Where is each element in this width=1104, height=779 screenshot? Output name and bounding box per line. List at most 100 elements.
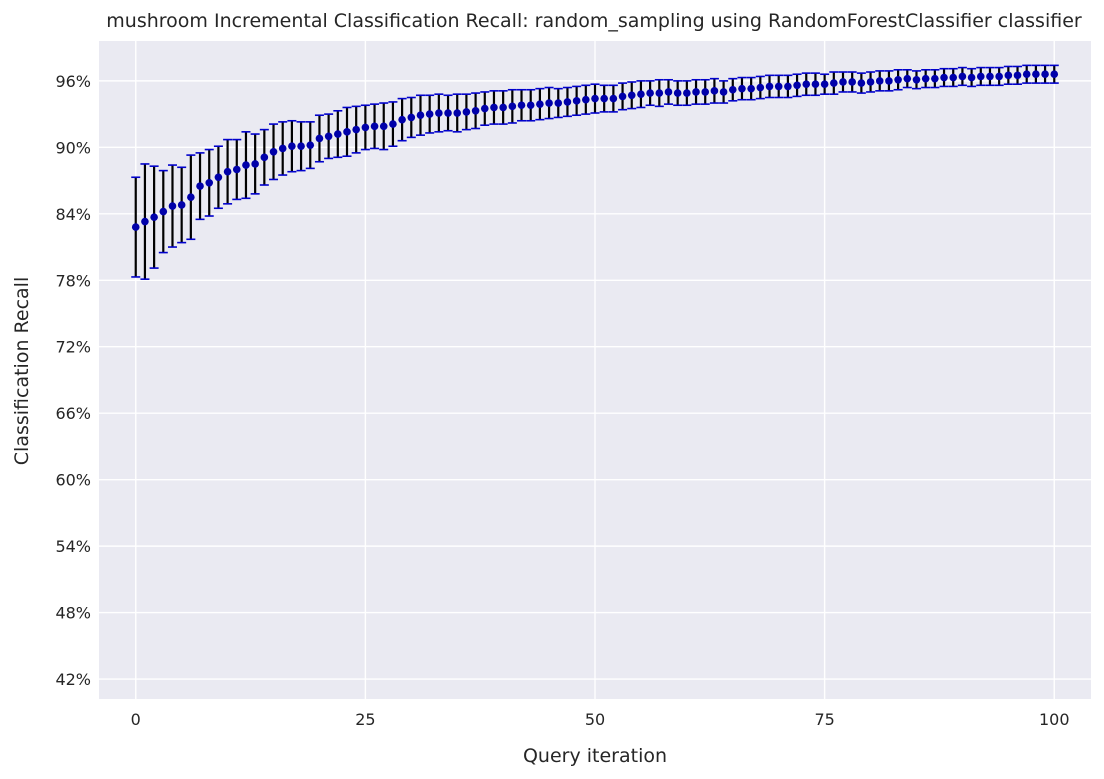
data-point xyxy=(168,202,177,210)
data-point xyxy=(508,102,517,111)
data-point xyxy=(214,173,223,182)
data-point xyxy=(701,88,710,96)
data-point xyxy=(765,82,774,91)
data-point xyxy=(490,103,498,112)
data-point xyxy=(480,104,489,113)
data-point xyxy=(425,110,434,118)
data-point xyxy=(618,92,627,101)
data-point xyxy=(407,113,416,122)
data-point xyxy=(462,108,471,116)
data-point xyxy=(1041,70,1049,79)
data-point xyxy=(967,73,976,82)
data-point xyxy=(205,178,214,187)
data-point xyxy=(297,142,305,151)
data-point xyxy=(379,122,388,131)
y-axis-ticks: 42% 48% 54% 60% 66% 72% 78% 84% 90% 96% xyxy=(55,72,91,689)
data-point xyxy=(563,98,572,106)
data-point xyxy=(572,97,581,105)
data-point xyxy=(1022,70,1031,79)
data-point xyxy=(591,94,599,103)
data-point xyxy=(435,109,443,117)
data-point xyxy=(885,77,893,85)
data-point xyxy=(738,84,746,93)
data-point xyxy=(444,109,452,117)
data-point xyxy=(582,95,590,104)
x-axis-ticks: 0 25 50 75 100 xyxy=(131,710,1070,729)
data-point xyxy=(554,99,563,107)
data-point xyxy=(150,213,158,221)
data-point xyxy=(728,85,737,94)
x-tick-label: 75 xyxy=(814,710,834,729)
data-point xyxy=(692,88,700,96)
data-point xyxy=(894,75,902,84)
data-point xyxy=(646,89,654,97)
data-point xyxy=(600,94,608,103)
data-point xyxy=(334,130,342,138)
data-point xyxy=(903,74,912,83)
data-point xyxy=(774,82,783,91)
data-points xyxy=(131,70,1059,231)
data-point xyxy=(324,132,333,141)
data-point xyxy=(389,120,397,128)
data-point xyxy=(857,79,866,87)
data-point xyxy=(352,125,360,134)
data-point xyxy=(921,74,930,83)
y-tick-label: 84% xyxy=(55,205,91,224)
data-point xyxy=(131,223,140,231)
data-point xyxy=(1032,70,1040,79)
data-point xyxy=(141,217,149,226)
data-point xyxy=(177,201,186,209)
data-point xyxy=(223,167,232,176)
data-point xyxy=(830,79,838,87)
data-point xyxy=(499,103,507,112)
data-point xyxy=(269,147,278,156)
data-point xyxy=(931,74,939,83)
data-point xyxy=(683,89,691,97)
y-tick-label: 66% xyxy=(55,404,91,423)
data-point xyxy=(848,78,856,86)
data-point xyxy=(609,94,618,103)
data-point xyxy=(793,81,801,90)
data-point xyxy=(1050,70,1059,79)
data-point xyxy=(288,142,296,151)
data-point xyxy=(416,111,425,120)
data-point xyxy=(627,91,636,100)
data-point xyxy=(545,99,553,107)
data-point xyxy=(784,82,792,91)
y-tick-label: 48% xyxy=(55,604,91,623)
data-point xyxy=(976,72,985,81)
data-point xyxy=(802,80,811,89)
data-point xyxy=(260,153,269,162)
data-point xyxy=(1013,71,1022,80)
x-tick-label: 0 xyxy=(131,710,141,729)
data-point xyxy=(232,165,241,174)
data-point xyxy=(242,161,250,169)
y-tick-label: 96% xyxy=(55,72,91,91)
data-point xyxy=(811,80,820,89)
data-point xyxy=(187,193,195,201)
y-tick-label: 42% xyxy=(55,670,91,689)
x-tick-label: 100 xyxy=(1039,710,1070,729)
data-point xyxy=(306,141,315,149)
y-tick-label: 60% xyxy=(55,471,91,490)
data-point xyxy=(839,78,847,86)
data-point xyxy=(747,84,755,93)
data-point xyxy=(710,87,719,95)
data-point xyxy=(278,144,287,153)
data-point xyxy=(517,101,526,110)
data-point xyxy=(719,88,728,96)
y-tick-label: 78% xyxy=(55,271,91,290)
data-point xyxy=(637,90,645,98)
data-point xyxy=(875,77,884,85)
data-point xyxy=(940,73,948,82)
x-tick-label: 25 xyxy=(355,710,375,729)
data-point xyxy=(526,101,535,110)
data-point xyxy=(986,72,994,81)
data-point xyxy=(361,123,370,132)
data-point xyxy=(912,75,921,84)
data-point xyxy=(756,83,765,92)
data-point xyxy=(536,100,544,108)
data-point xyxy=(1004,71,1013,80)
data-point xyxy=(655,89,664,97)
